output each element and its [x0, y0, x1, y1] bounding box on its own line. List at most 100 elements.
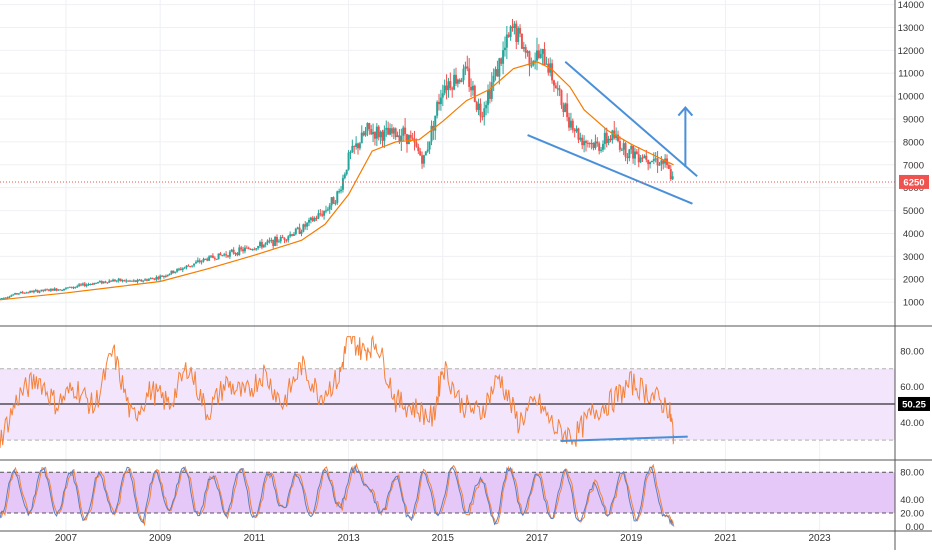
candle-body [334, 202, 337, 204]
candle-body [434, 115, 437, 131]
candle-body [4, 297, 7, 299]
price-tick-label: 11000 [898, 69, 924, 80]
candle-body [219, 253, 222, 256]
candle-body [127, 280, 130, 282]
candle-body [304, 224, 307, 227]
candle-body [456, 79, 459, 84]
price-tick-label: 7000 [903, 160, 924, 171]
candle-body [23, 292, 26, 294]
candle-body [95, 282, 98, 284]
candle-body [479, 103, 482, 117]
candle-body [539, 53, 542, 58]
candle-body [308, 219, 311, 223]
candle-body [157, 277, 160, 279]
candle-body [669, 168, 672, 180]
candle-body [524, 47, 527, 53]
candle-body [586, 142, 589, 144]
candle-body [338, 191, 341, 193]
candle-body [502, 50, 505, 64]
candle-body [662, 160, 665, 164]
candle-body [10, 295, 13, 297]
candle-body [647, 159, 650, 165]
candle-body [345, 169, 348, 175]
candle-body [537, 50, 540, 58]
candle-body [275, 236, 278, 243]
candle-body [145, 279, 148, 281]
candle-body [153, 278, 156, 280]
candle-body [57, 289, 60, 291]
moving-average-line [0, 61, 674, 301]
candle-body [470, 86, 473, 91]
candle-body [262, 244, 265, 248]
candle-body [628, 149, 631, 159]
candle-body [522, 47, 525, 49]
candle-body [343, 174, 346, 179]
candle-body [210, 255, 213, 257]
candle-body [323, 210, 326, 216]
candle-body [240, 247, 243, 250]
candle-body [379, 131, 382, 138]
candle-body [78, 284, 81, 287]
candle-body [0, 298, 3, 300]
candle-body [274, 236, 277, 246]
candle-body [119, 278, 122, 282]
candle-body [96, 282, 99, 284]
candle-body [517, 28, 520, 42]
candle-body [59, 289, 62, 291]
candle-body [579, 137, 582, 140]
candle-body [238, 247, 241, 256]
candle-body [213, 257, 216, 259]
candle-body [6, 297, 9, 299]
candle-body [603, 132, 606, 145]
candle-body [138, 279, 141, 281]
candle-body [140, 279, 143, 282]
stoch-tick-label: 20.00 [900, 509, 924, 520]
candle-body [80, 284, 83, 286]
candle-body [12, 294, 15, 296]
candle-body [14, 293, 17, 295]
candle-body [174, 271, 177, 273]
candle-body [117, 278, 120, 281]
candle-body [306, 222, 309, 227]
candle-body [654, 158, 657, 160]
candle-body [159, 275, 162, 279]
candle-body [0, 298, 1, 300]
candle-body [29, 290, 32, 293]
candle-body [66, 287, 69, 289]
candle-body [466, 66, 469, 69]
trendline [564, 61, 698, 177]
candle-body [266, 240, 269, 243]
rsi-pane [0, 334, 895, 449]
candle-body [236, 253, 239, 256]
candle-body [660, 160, 663, 165]
price-tick-label: 8000 [903, 137, 924, 148]
candle-body [89, 283, 92, 285]
candle-body [458, 79, 461, 82]
candle-body [534, 60, 537, 62]
candle-body [98, 281, 101, 283]
price-pane [0, 18, 895, 301]
candle-body [228, 251, 231, 257]
candle-body [106, 282, 109, 284]
candle-body [162, 276, 165, 278]
price-tick-label: 5000 [903, 206, 924, 217]
candle-body [509, 26, 512, 37]
candle-body [83, 283, 86, 287]
candle-body [400, 135, 403, 142]
candle-body [298, 227, 301, 234]
candle-body [311, 217, 314, 222]
stoch-tick-label: 40.00 [900, 495, 924, 506]
candle-body [223, 254, 226, 256]
candle-body [569, 120, 572, 128]
candle-body [319, 213, 322, 215]
price-tick-label: 3000 [903, 252, 924, 263]
stoch-tick-label: 80.00 [900, 468, 924, 479]
candle-body [498, 58, 501, 77]
candle-body [194, 262, 197, 264]
candle-body [340, 189, 343, 192]
candle-body [40, 289, 43, 292]
candle-body [487, 90, 490, 105]
candle-body [424, 151, 427, 156]
